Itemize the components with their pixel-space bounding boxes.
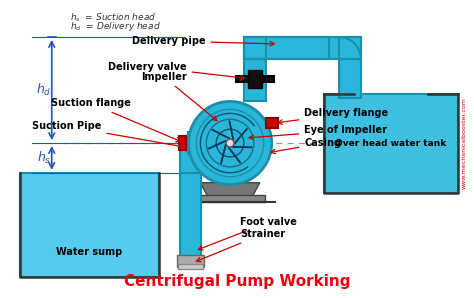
- Text: Delivery flange: Delivery flange: [278, 108, 389, 124]
- Bar: [177, 255, 204, 267]
- Bar: [248, 70, 262, 88]
- Bar: [179, 136, 186, 150]
- Bar: [178, 264, 203, 269]
- Bar: [244, 59, 266, 101]
- Text: $h_s$: $h_s$: [36, 150, 51, 166]
- Circle shape: [226, 139, 234, 147]
- Text: Eye of Impeller: Eye of Impeller: [249, 125, 387, 140]
- Polygon shape: [201, 183, 260, 198]
- Bar: [180, 173, 201, 267]
- Text: Centrifugal Pump Working: Centrifugal Pump Working: [124, 274, 350, 289]
- Text: Suction flange: Suction flange: [51, 98, 181, 142]
- Bar: [236, 76, 273, 82]
- Circle shape: [189, 101, 272, 185]
- Text: Casing: Casing: [271, 138, 341, 154]
- Bar: [266, 118, 278, 128]
- Text: Over head water tank: Over head water tank: [335, 139, 446, 148]
- Bar: [180, 138, 201, 173]
- Text: Delivery valve: Delivery valve: [108, 62, 245, 80]
- Text: Impeller: Impeller: [141, 72, 217, 121]
- Text: $h_s$  = Suction head: $h_s$ = Suction head: [70, 11, 156, 24]
- Bar: [244, 37, 266, 59]
- Bar: [324, 94, 458, 193]
- Text: www.mechanicalbooster.com: www.mechanicalbooster.com: [462, 97, 467, 189]
- Bar: [195, 195, 265, 203]
- Text: $h_d$  = Delivery head: $h_d$ = Delivery head: [70, 20, 160, 33]
- Bar: [189, 132, 201, 154]
- Text: $h_d$: $h_d$: [36, 82, 52, 98]
- Bar: [244, 37, 361, 59]
- Text: Suction Pipe: Suction Pipe: [32, 121, 186, 149]
- Bar: [20, 173, 159, 277]
- Bar: [244, 37, 329, 59]
- Bar: [244, 37, 361, 59]
- Text: Water sump: Water sump: [56, 247, 122, 257]
- Bar: [339, 37, 361, 98]
- Text: Delivery pipe: Delivery pipe: [132, 36, 274, 46]
- Text: Strainer: Strainer: [196, 229, 285, 262]
- Text: Foot valve: Foot valve: [198, 217, 297, 250]
